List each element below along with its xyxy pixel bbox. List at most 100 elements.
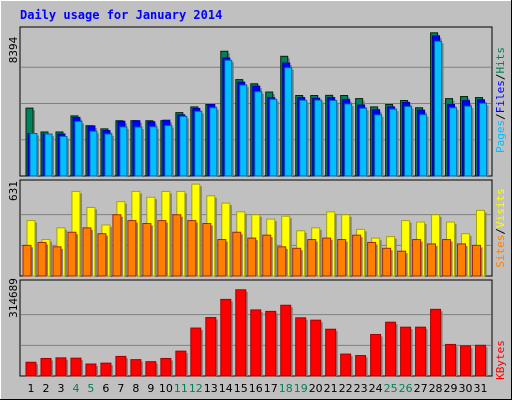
- bar-pages: [374, 114, 383, 177]
- bar-kbytes: [340, 353, 352, 377]
- bar-kbytes: [205, 317, 217, 377]
- bar-pages: [239, 84, 248, 177]
- bar-pages: [44, 133, 53, 177]
- bar-sites: [52, 246, 62, 277]
- bar-kbytes: [145, 361, 157, 377]
- legend-sites: Sites: [494, 235, 507, 268]
- legend-separator: /: [494, 74, 507, 81]
- bar-sites: [322, 237, 332, 277]
- day-label: 20: [309, 382, 323, 395]
- bar-kbytes: [250, 309, 262, 377]
- bar-kbytes: [460, 345, 472, 377]
- bar-kbytes: [115, 355, 127, 377]
- bar-kbytes: [370, 333, 382, 377]
- day-label: 19: [294, 382, 308, 395]
- bar-kbytes: [280, 304, 292, 377]
- max-label-visits: 631: [7, 181, 20, 201]
- legend-visits: Visits: [494, 188, 507, 228]
- day-label: 2: [42, 382, 49, 395]
- bar-pages: [209, 107, 218, 177]
- bar-pages: [299, 99, 308, 177]
- day-label: 8: [132, 382, 139, 395]
- bar-sites: [397, 250, 407, 277]
- bar-kbytes: [85, 363, 97, 377]
- bar-kbytes: [400, 326, 412, 377]
- bar-kbytes: [235, 289, 247, 377]
- bar-pages: [224, 59, 233, 177]
- bar-pages: [389, 108, 398, 177]
- day-label: 3: [57, 382, 64, 395]
- bar-sites: [412, 239, 422, 277]
- day-label: 7: [117, 382, 124, 395]
- legend-files: Files: [494, 80, 507, 113]
- day-label: 24: [369, 382, 383, 395]
- day-label: 16: [249, 382, 263, 395]
- bar-sites: [172, 214, 182, 277]
- bar-kbytes: [310, 319, 322, 377]
- bar-kbytes: [130, 359, 142, 377]
- day-label: 17: [264, 382, 278, 395]
- legend-separator: /: [494, 228, 507, 235]
- day-label: 1: [28, 382, 35, 395]
- bar-kbytes: [325, 328, 337, 377]
- bar-pages: [329, 100, 338, 177]
- bar-pages: [29, 133, 38, 177]
- chart-title: Daily usage for January 2014: [20, 8, 222, 22]
- day-label: 25: [384, 382, 398, 395]
- day-label: 4: [72, 382, 79, 395]
- day-label: 10: [159, 382, 173, 395]
- bar-pages: [104, 133, 113, 177]
- bar-sites: [142, 223, 152, 277]
- bar-sites: [187, 220, 197, 277]
- day-label: 18: [279, 382, 293, 395]
- bar-pages: [164, 125, 173, 177]
- bar-sites: [127, 220, 137, 277]
- day-label: 6: [102, 382, 109, 395]
- bar-pages: [254, 91, 263, 177]
- bar-sites: [232, 231, 242, 277]
- day-label: 26: [399, 382, 413, 395]
- bar-kbytes: [55, 357, 67, 377]
- bar-pages: [59, 135, 68, 177]
- bar-kbytes: [160, 357, 172, 377]
- bar-kbytes: [25, 361, 37, 377]
- bar-kbytes: [190, 327, 202, 377]
- bar-kbytes: [100, 362, 112, 377]
- day-label: 12: [189, 382, 203, 395]
- day-label: 15: [234, 382, 248, 395]
- bar-pages: [449, 107, 458, 177]
- bar-pages: [269, 98, 278, 177]
- bars: [22, 32, 489, 377]
- bar-pages: [74, 120, 83, 177]
- legend-pages: Pages: [494, 120, 507, 153]
- day-label: 23: [354, 382, 368, 395]
- bar-kbytes: [415, 326, 427, 377]
- bar-sites: [202, 223, 212, 277]
- bar-kbytes: [70, 357, 82, 377]
- bar-pages: [479, 102, 488, 177]
- day-label: 14: [219, 382, 233, 395]
- bar-sites: [277, 246, 287, 277]
- bar-pages: [119, 126, 128, 177]
- day-label: 27: [414, 382, 428, 395]
- bar-kbytes: [445, 343, 457, 377]
- legend-kbytes: KBytes: [494, 340, 507, 380]
- bar-pages: [179, 115, 188, 177]
- day-label: 22: [339, 382, 353, 395]
- bar-sites: [427, 243, 437, 277]
- bar-sites: [382, 247, 392, 277]
- bar-pages: [419, 114, 428, 177]
- bar-sites: [112, 214, 122, 277]
- bar-sites: [37, 241, 47, 277]
- bar-kbytes: [355, 355, 367, 377]
- day-label: 30: [459, 382, 473, 395]
- bar-pages: [194, 110, 203, 177]
- bar-kbytes: [265, 310, 277, 377]
- day-label: 9: [147, 382, 154, 395]
- bar-pages: [434, 40, 443, 177]
- bar-kbytes: [220, 298, 232, 377]
- bar-pages: [344, 103, 353, 177]
- day-label: 21: [324, 382, 338, 395]
